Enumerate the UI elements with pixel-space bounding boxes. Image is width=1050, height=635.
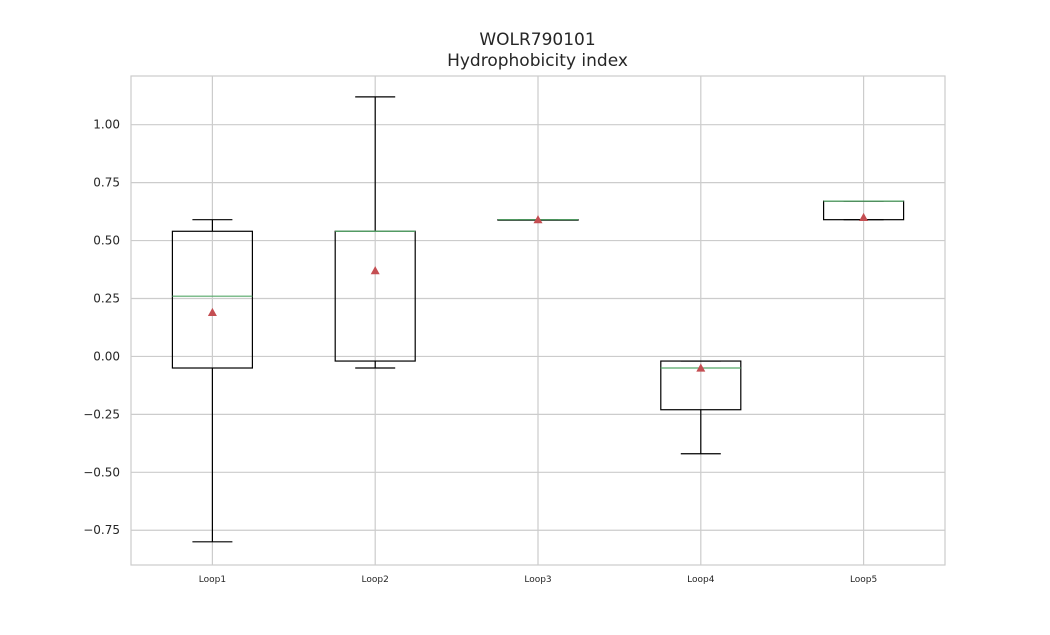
x-tick: Loop3 (524, 575, 551, 585)
box-loop3 (497, 215, 579, 224)
plot-frame (130, 75, 946, 566)
x-tick: Loop2 (362, 575, 389, 585)
x-tick-label: Loop1 (199, 575, 226, 585)
chart-title-line2: Hydrophobicity index (447, 51, 628, 71)
x-tick: Loop5 (850, 575, 877, 585)
y-tick-label: −0.25 (83, 407, 120, 421)
x-tick-label: Loop5 (850, 575, 877, 585)
chart-title: WOLR790101 Hydrophobicity index (0, 30, 1050, 72)
y-tick-label: 0.25 (93, 291, 120, 305)
mean-marker (207, 307, 217, 316)
mean-marker (859, 212, 869, 221)
y-tick: 1.00 (93, 118, 120, 132)
y-tick-label: −0.75 (83, 523, 120, 537)
y-tick-label: 0.75 (93, 176, 120, 190)
box-iqr (171, 230, 253, 369)
box-loop2 (334, 96, 416, 369)
x-axis-ticks: Loop1 Loop2 Loop3 Loop4 Loop5 (199, 575, 878, 585)
box-loop1 (171, 219, 253, 543)
y-tick: −0.75 (83, 523, 120, 537)
x-tick-label: Loop2 (362, 575, 389, 585)
y-tick: 0.50 (93, 234, 120, 248)
grid-lines (131, 76, 945, 565)
mean-marker (533, 215, 543, 224)
y-tick-label: 0.50 (93, 234, 120, 248)
y-tick-label: 1.00 (93, 118, 120, 132)
x-tick: Loop4 (687, 575, 715, 585)
y-tick: −0.25 (83, 407, 120, 421)
y-axis-ticks: −0.75 −0.50 −0.25 0.00 0.25 0.50 0.75 1.00 (83, 118, 120, 538)
mean-marker (370, 266, 380, 275)
y-tick-label: 0.00 (93, 349, 120, 363)
y-tick: −0.50 (83, 465, 120, 479)
x-tick-label: Loop4 (687, 575, 715, 585)
x-tick: Loop1 (199, 575, 226, 585)
chart-title-line1: WOLR790101 (479, 30, 596, 50)
mean-marker (696, 363, 706, 372)
x-tick-label: Loop3 (524, 575, 551, 585)
y-tick: 0.25 (93, 291, 120, 305)
y-tick: 0.00 (93, 349, 120, 363)
box-loop5 (822, 200, 905, 221)
box-series (171, 96, 905, 543)
y-tick-label: −0.50 (83, 465, 120, 479)
box-iqr (660, 360, 742, 411)
box-loop4 (660, 360, 742, 455)
y-tick: 0.75 (93, 176, 120, 190)
